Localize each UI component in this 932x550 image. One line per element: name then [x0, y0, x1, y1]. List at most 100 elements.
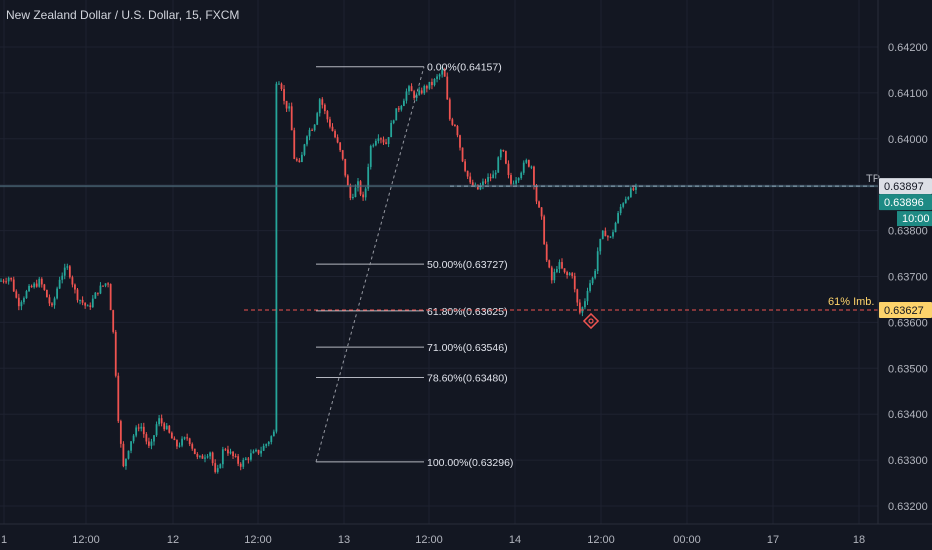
candle-up: [58, 279, 61, 289]
gridlines: [0, 0, 878, 524]
candle-down: [380, 138, 382, 140]
candle-down: [349, 185, 352, 198]
candle-up: [94, 292, 97, 299]
candle-down: [431, 81, 433, 86]
candle-up: [525, 160, 528, 163]
candle-up: [275, 83, 278, 432]
candle-up: [181, 438, 183, 446]
candle-up: [367, 166, 370, 189]
candle-up: [270, 436, 273, 442]
candle-up: [316, 113, 319, 125]
candle-up: [354, 187, 357, 198]
candle-up: [352, 197, 354, 199]
target-marker-center: [588, 318, 594, 324]
candle-down: [336, 137, 339, 143]
candle-down: [214, 463, 217, 472]
candle-down: [84, 302, 87, 306]
candle-up: [125, 458, 127, 467]
candle-up: [301, 154, 303, 163]
candle-down: [48, 297, 51, 304]
candle-down: [326, 111, 329, 120]
candle-down: [280, 83, 283, 90]
candle-down: [459, 135, 461, 148]
target-marker-icon: [582, 312, 600, 330]
candle-down: [527, 160, 530, 167]
imbalance-price-tag: 0.63627: [884, 305, 924, 317]
candle-down: [234, 456, 237, 458]
candle-up: [91, 298, 94, 308]
candle-up: [627, 197, 630, 200]
candle-down: [293, 130, 296, 159]
candle-down: [443, 70, 446, 77]
candle-down: [456, 126, 459, 136]
candle-down: [425, 85, 428, 89]
candle-down: [109, 284, 112, 311]
price-tick-label: 0.64100: [888, 88, 928, 100]
candle-up: [25, 291, 28, 299]
candle-down: [74, 284, 76, 290]
candle-up: [612, 232, 614, 237]
candle-down: [550, 267, 553, 281]
candle-up: [7, 277, 10, 282]
candle-down: [533, 166, 535, 186]
candle-down: [17, 297, 20, 307]
candle-down: [170, 432, 173, 439]
fib-level-label: 78.60%(0.63480): [427, 372, 508, 384]
time-tick-label: 12:00: [415, 534, 443, 546]
candle-up: [61, 275, 64, 280]
price-tick-label: 0.63400: [888, 409, 928, 421]
price-axis[interactable]: 0.642000.641000.640000.639000.638000.637…: [879, 42, 932, 513]
candle-up: [392, 120, 395, 123]
candle-down: [489, 177, 492, 179]
candle-up: [558, 262, 561, 270]
time-axis[interactable]: 1 12:00 12 12:00 13 12:00 14 12:00 00:00 17 18: [1, 534, 865, 546]
candle-down: [224, 449, 227, 451]
candle-up: [441, 70, 444, 75]
time-tick-label: 1: [1, 534, 7, 546]
candle-up: [369, 146, 372, 167]
candle-down: [321, 99, 324, 105]
candle-up: [433, 78, 436, 86]
candle-down: [247, 458, 250, 460]
candle-down: [362, 194, 364, 198]
candle-up: [150, 441, 153, 446]
candle-up: [622, 203, 625, 207]
candle-down: [122, 443, 125, 467]
candle-up: [86, 305, 89, 307]
candle-down: [566, 272, 568, 276]
candle-down: [461, 147, 464, 162]
fib-trend-line[interactable]: [315, 66, 425, 463]
candle-down: [285, 100, 288, 109]
time-tick-label: 12: [167, 534, 179, 546]
countdown-tag: 10:00: [902, 213, 930, 225]
candle-up: [601, 230, 604, 239]
time-tick-label: 17: [767, 534, 779, 546]
candle-up: [267, 441, 270, 445]
candle-down: [548, 260, 551, 268]
candle-up: [219, 464, 222, 469]
candle-up: [609, 236, 612, 238]
candle-up: [318, 99, 321, 114]
candle-up: [140, 426, 143, 429]
candle-down: [68, 266, 71, 278]
fib-level-label: 61.80%(0.63625): [427, 306, 508, 318]
tp-price-tag: 0.63897: [884, 181, 924, 193]
candle-down: [420, 90, 423, 94]
candle-up: [158, 418, 160, 425]
candle-down: [507, 163, 510, 176]
candle-down: [469, 176, 472, 183]
candle-down: [448, 99, 451, 120]
candle-down: [160, 418, 163, 424]
candle-up: [288, 106, 291, 109]
candle-down: [43, 284, 46, 290]
candle-up: [515, 180, 517, 184]
candle-down: [163, 423, 166, 430]
candle-up: [155, 424, 158, 436]
candle-up: [596, 251, 599, 271]
candle-up: [278, 83, 280, 85]
time-tick-label: 12:00: [72, 534, 100, 546]
candle-down: [540, 207, 543, 217]
candle-up: [487, 177, 489, 182]
candle-up: [584, 301, 586, 308]
